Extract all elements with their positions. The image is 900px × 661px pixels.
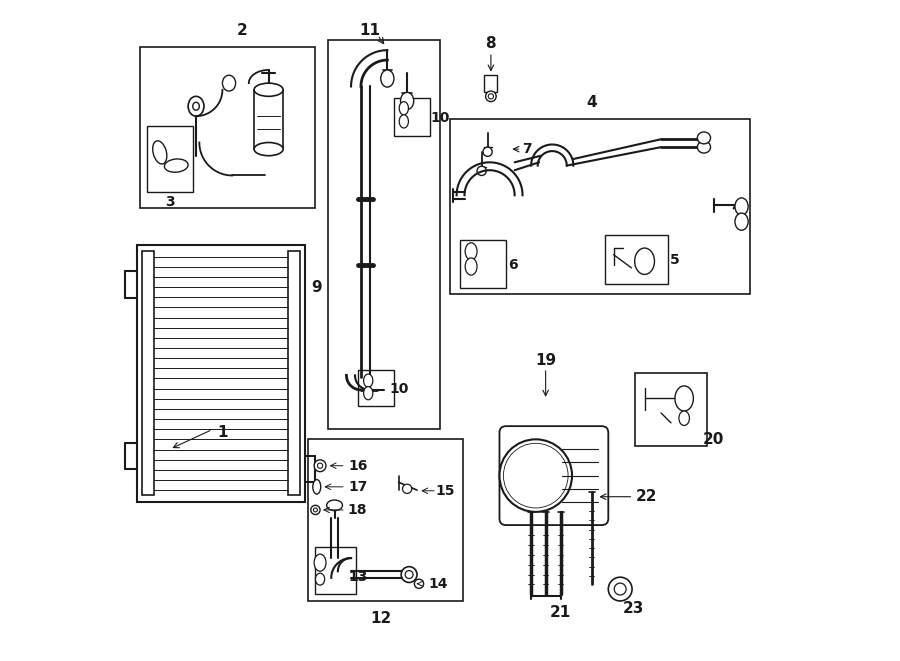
Ellipse shape [364, 387, 373, 400]
Bar [315, 547, 356, 594]
Circle shape [489, 94, 493, 99]
Ellipse shape [400, 102, 409, 115]
Circle shape [486, 91, 496, 102]
Circle shape [514, 454, 557, 497]
Ellipse shape [698, 132, 710, 144]
Circle shape [523, 463, 549, 488]
Ellipse shape [222, 75, 236, 91]
Text: 11: 11 [359, 23, 380, 38]
FancyBboxPatch shape [500, 426, 608, 525]
Circle shape [314, 460, 326, 472]
Circle shape [310, 505, 320, 514]
Text: 17: 17 [348, 480, 367, 494]
Ellipse shape [465, 258, 477, 275]
Text: 8: 8 [486, 36, 496, 51]
Ellipse shape [254, 143, 284, 156]
Ellipse shape [315, 573, 325, 585]
Bar [142, 251, 154, 495]
Text: 6: 6 [508, 258, 518, 272]
Circle shape [483, 147, 492, 157]
Text: 15: 15 [436, 484, 455, 498]
Text: 21: 21 [550, 605, 572, 620]
Text: 12: 12 [370, 611, 392, 626]
Bar [605, 235, 668, 284]
Bar [137, 245, 305, 502]
Circle shape [614, 583, 626, 595]
Circle shape [510, 451, 561, 500]
Text: 10: 10 [390, 381, 409, 395]
Text: 20: 20 [703, 432, 724, 447]
Circle shape [313, 508, 318, 512]
Text: 9: 9 [311, 280, 322, 295]
Text: 3: 3 [165, 195, 175, 209]
Text: 18: 18 [348, 503, 367, 517]
Text: 13: 13 [348, 570, 367, 584]
Bar [254, 90, 284, 149]
Circle shape [402, 485, 411, 493]
Ellipse shape [327, 500, 343, 510]
Bar [450, 120, 750, 294]
Circle shape [503, 444, 568, 508]
Ellipse shape [634, 248, 654, 274]
Ellipse shape [400, 115, 409, 128]
Ellipse shape [188, 97, 204, 116]
Text: 16: 16 [348, 459, 367, 473]
Circle shape [318, 463, 323, 469]
Text: 2: 2 [237, 23, 248, 38]
Circle shape [518, 457, 554, 494]
Ellipse shape [364, 374, 373, 387]
Text: 22: 22 [635, 489, 657, 504]
Text: 23: 23 [623, 602, 644, 616]
Ellipse shape [313, 480, 320, 494]
Bar [357, 370, 394, 407]
Bar [147, 126, 193, 192]
Ellipse shape [193, 102, 199, 110]
Text: 1: 1 [217, 425, 228, 440]
Ellipse shape [400, 93, 414, 110]
Circle shape [530, 470, 542, 482]
Circle shape [508, 447, 564, 504]
Bar [288, 251, 300, 495]
Ellipse shape [254, 83, 284, 97]
Bar [394, 98, 430, 136]
Ellipse shape [735, 213, 748, 230]
Text: 7: 7 [522, 142, 532, 156]
Circle shape [608, 577, 632, 601]
Text: 4: 4 [587, 95, 597, 110]
Ellipse shape [165, 159, 188, 173]
Circle shape [414, 579, 424, 588]
Circle shape [401, 566, 417, 582]
Text: 14: 14 [429, 577, 448, 591]
Bar [328, 40, 440, 430]
Ellipse shape [465, 243, 477, 260]
Bar [484, 75, 498, 92]
Bar [592, 459, 605, 492]
Bar [140, 47, 315, 208]
Text: 19: 19 [536, 353, 556, 368]
Circle shape [477, 167, 486, 175]
Bar [634, 373, 707, 446]
Text: 5: 5 [670, 253, 680, 267]
Bar [308, 440, 464, 601]
Ellipse shape [381, 70, 394, 87]
Ellipse shape [698, 141, 710, 153]
Ellipse shape [675, 386, 693, 411]
Circle shape [405, 570, 413, 578]
Circle shape [500, 440, 572, 512]
Ellipse shape [314, 554, 326, 571]
Ellipse shape [735, 198, 748, 215]
Text: 10: 10 [430, 111, 450, 125]
Bar [460, 240, 506, 288]
Ellipse shape [153, 141, 166, 164]
Ellipse shape [679, 411, 689, 426]
